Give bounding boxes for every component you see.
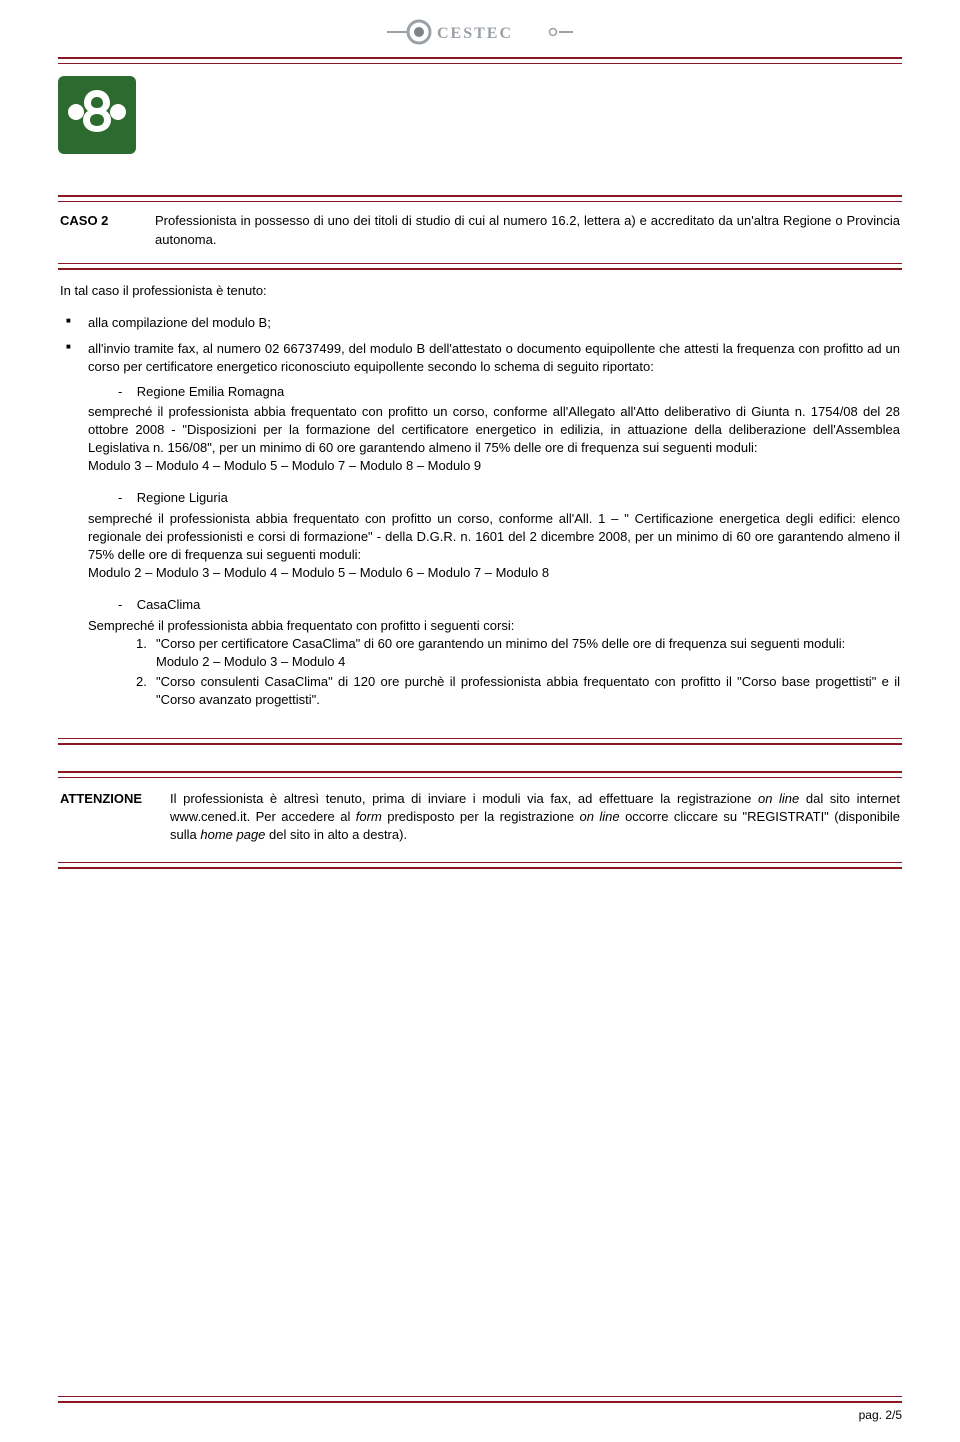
list-item: 2. "Corso consulenti CasaClima" di 120 o… <box>136 673 900 709</box>
page: CESTEC CASO 2 Professionista in possesso… <box>0 0 960 1442</box>
divider-rule <box>58 1396 902 1397</box>
region-title: Regione Emilia Romagna <box>137 384 284 399</box>
divider-rule <box>58 195 902 197</box>
divider-rule <box>58 771 902 773</box>
region-modules: Modulo 3 – Modulo 4 – Modulo 5 – Modulo … <box>88 458 481 473</box>
dash-icon: - <box>118 384 122 399</box>
text-run: predisposto per la registrazione <box>382 809 580 824</box>
italic-run: on line <box>580 809 620 824</box>
dash-item: - CasaClima <box>118 596 900 614</box>
bullet-text: all'invio tramite fax, al numero 02 6673… <box>88 341 900 374</box>
region-body: Sempreché il professionista abbia freque… <box>88 617 900 710</box>
caso-text: Professionista in possesso di uno dei ti… <box>155 212 900 248</box>
item-modules: Modulo 2 – Modulo 3 – Modulo 4 <box>156 654 345 669</box>
item-text: "Corso per certificatore CasaClima" di 6… <box>156 635 900 671</box>
dash-icon: - <box>118 597 122 612</box>
attenzione-label: ATTENZIONE <box>60 790 170 808</box>
logo-text: CESTEC <box>437 25 513 42</box>
page-number: pag. 2/5 <box>58 1403 902 1424</box>
list-item: all'invio tramite fax, al numero 02 6673… <box>88 340 900 709</box>
caso-label: CASO 2 <box>60 212 155 230</box>
divider-rule <box>58 867 902 869</box>
body-content: In tal caso il professionista è tenuto: … <box>58 270 902 734</box>
divider-rule <box>58 862 902 863</box>
dash-icon: - <box>118 490 122 505</box>
region-logo <box>58 76 902 159</box>
italic-run: home page <box>200 827 265 842</box>
bullet-list: alla compilazione del modulo B; all'invi… <box>60 314 900 710</box>
numbered-list: 1. "Corso per certificatore CasaClima" d… <box>136 635 900 710</box>
attenzione-text: Il professionista è altresì tenuto, prim… <box>170 790 900 845</box>
divider-rule <box>58 738 902 739</box>
caso-row: CASO 2 Professionista in possesso di uno… <box>58 202 902 258</box>
region-modules: Modulo 2 – Modulo 3 – Modulo 4 – Modulo … <box>88 565 549 580</box>
text-run: del sito in alto a destra). <box>265 827 407 842</box>
italic-run: form <box>356 809 382 824</box>
region-body: sempreché il professionista abbia freque… <box>88 403 900 476</box>
dash-item: - Regione Liguria <box>118 489 900 507</box>
region-body-text: sempreché il professionista abbia freque… <box>88 511 900 562</box>
cestec-logo-icon: CESTEC <box>385 18 575 46</box>
divider-rule <box>58 63 902 64</box>
region-body: sempreché il professionista abbia freque… <box>88 510 900 583</box>
item-number: 1. <box>136 635 156 671</box>
casaclima-lead: Sempreché il professionista abbia freque… <box>88 618 514 633</box>
bullet-text: alla compilazione del modulo B; <box>88 315 271 330</box>
region-title: Regione Liguria <box>137 490 228 505</box>
lombardia-logo-icon <box>58 76 136 154</box>
divider-rule <box>58 57 902 59</box>
region-block: - Regione Emilia Romagna sempreché il pr… <box>88 383 900 710</box>
item-number: 2. <box>136 673 156 709</box>
list-item: alla compilazione del modulo B; <box>88 314 900 332</box>
item-body: "Corso per certificatore CasaClima" di 6… <box>156 636 845 651</box>
region-body-text: sempreché il professionista abbia freque… <box>88 404 900 455</box>
lead-text: In tal caso il professionista è tenuto: <box>60 282 900 300</box>
dash-item: - Regione Emilia Romagna <box>118 383 900 401</box>
attenzione-row: ATTENZIONE Il professionista è altresì t… <box>58 778 902 859</box>
item-text: "Corso consulenti CasaClima" di 120 ore … <box>156 673 900 709</box>
divider-rule <box>58 263 902 264</box>
footer: pag. 2/5 <box>58 1392 902 1424</box>
text-run: Il professionista è altresì tenuto, prim… <box>170 791 758 806</box>
spacer <box>58 745 902 771</box>
region-title: CasaClima <box>137 597 201 612</box>
header-logo: CESTEC <box>58 18 902 51</box>
list-item: 1. "Corso per certificatore CasaClima" d… <box>136 635 900 671</box>
italic-run: on line <box>758 791 799 806</box>
